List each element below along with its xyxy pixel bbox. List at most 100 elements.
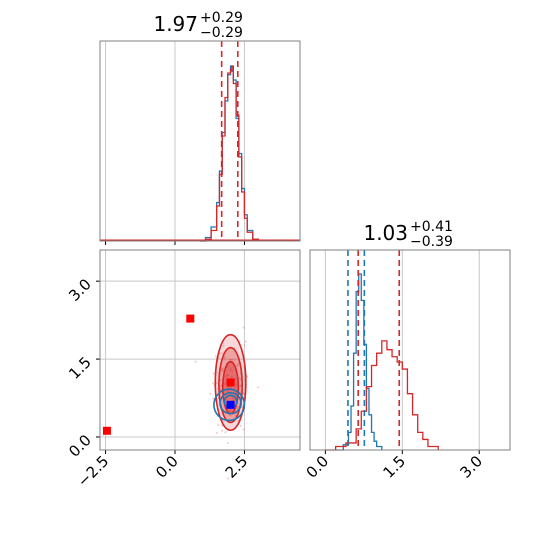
bl-sample-point — [226, 373, 229, 376]
bl-sample-point — [227, 375, 230, 378]
bl-sample-point — [234, 391, 237, 394]
bl-marker-3 — [226, 400, 235, 409]
br-title: 1.03 +0.41−0.39 — [363, 219, 452, 250]
bl-sample-point — [234, 387, 237, 390]
bl-sample-point — [234, 382, 237, 385]
bl-sample-point — [229, 367, 232, 370]
bl-sample-point — [230, 375, 233, 378]
bl-sample-point — [222, 344, 225, 347]
bl-sample-point — [226, 441, 229, 444]
bl-sample-point — [227, 477, 230, 480]
bl-sample-point — [216, 371, 219, 374]
br-xtick-label-0: 0.0 — [303, 452, 333, 482]
bl-sample-point — [229, 358, 232, 361]
bl-sample-point — [226, 365, 229, 368]
bl-sample-point — [236, 363, 239, 366]
bl-sample-point — [223, 383, 226, 386]
bl-marker-2 — [226, 378, 235, 387]
bl-sample-point — [246, 375, 249, 378]
br-hist-series-0 — [335, 273, 383, 451]
bl-sample-point — [221, 367, 224, 370]
bl-sample-point — [219, 379, 222, 382]
bl-sample-point — [236, 364, 239, 367]
bl-sample-point — [224, 431, 227, 434]
bl-marker-1 — [186, 314, 195, 323]
bl-sample-point — [229, 369, 232, 372]
bl-sample-point — [223, 357, 226, 360]
bl-sample-point — [229, 414, 232, 417]
bl-sample-point — [232, 399, 235, 402]
bl-sample-point — [237, 362, 240, 365]
bl-sample-point — [243, 344, 246, 347]
bl-sample-point — [242, 392, 245, 395]
bl-sample-point — [239, 424, 242, 427]
bl-sample-point — [229, 409, 232, 412]
bl-sample-point — [218, 352, 221, 355]
bl-sample-point — [234, 379, 237, 382]
bl-sample-point — [221, 429, 224, 432]
bl-blue-contour-1 — [219, 392, 242, 415]
bl-sample-point — [239, 378, 242, 381]
tl-hist-series-0 — [200, 65, 259, 242]
br-title-minus: −0.39 — [410, 234, 453, 250]
bl-sample-point — [239, 384, 242, 387]
tl-hist-series-1 — [200, 65, 259, 242]
bl-sample-point — [242, 326, 245, 329]
bl-sample-point — [220, 388, 223, 391]
bl-sample-point — [244, 340, 247, 343]
bl-sample-point — [226, 374, 229, 377]
bl-marker-0 — [102, 426, 111, 435]
bl-sample-point — [221, 352, 224, 355]
bl-sample-point — [228, 358, 231, 361]
bl-sample-point — [215, 381, 218, 384]
bl-sample-point — [194, 360, 197, 363]
bl-sample-point — [234, 384, 237, 387]
bl-sample-point — [233, 359, 236, 362]
tl-title: 1.97 +0.29−0.29 — [153, 10, 242, 41]
bl-panel-frame — [99, 249, 301, 451]
bl-sample-point — [242, 392, 245, 395]
bl-sample-point — [220, 367, 223, 370]
bl-sample-point — [231, 396, 234, 399]
br-title-plus: +0.41 — [410, 219, 453, 235]
bl-sample-point — [209, 392, 212, 395]
bl-sample-point — [217, 424, 220, 427]
bl-sample-point — [221, 369, 224, 372]
bl-xtick-label-2: 2.5 — [222, 452, 252, 482]
bl-xtick-label-1: 0.0 — [152, 452, 182, 482]
br-panel-frame — [309, 249, 511, 451]
tl-title-value: 1.97 — [153, 12, 198, 36]
br-xtick-label-1: 1.5 — [380, 452, 410, 482]
bl-sample-point — [222, 369, 225, 372]
bl-sample-point — [224, 375, 227, 378]
bl-sample-point — [234, 414, 237, 417]
br-xtick-label-2: 3.0 — [456, 452, 486, 482]
tl-panel-frame — [99, 40, 301, 242]
bl-sample-point — [212, 372, 215, 375]
bl-ytick-label-2: 3.0 — [65, 275, 95, 305]
bl-ytick-label-1: 1.5 — [65, 353, 95, 383]
bl-sample-point — [238, 377, 241, 380]
br-hist-series-1 — [325, 340, 439, 451]
bl-sample-point — [236, 405, 239, 408]
bl-sample-point — [227, 390, 230, 393]
tl-title-minus: −0.29 — [200, 25, 243, 41]
bl-sample-point — [228, 410, 231, 413]
bl-sample-point — [241, 406, 244, 409]
bl-sample-point — [212, 397, 215, 400]
tl-title-plus: +0.29 — [200, 10, 243, 26]
bl-sample-point — [220, 385, 223, 388]
bl-sample-point — [230, 375, 233, 378]
bl-sample-point — [231, 370, 234, 373]
bl-sample-point — [242, 428, 245, 431]
bl-sample-point — [224, 356, 227, 359]
bl-sample-point — [224, 382, 227, 385]
bl-sample-point — [215, 431, 218, 434]
bl-sample-point — [231, 358, 234, 361]
bl-ytick-label-0: 0.0 — [65, 431, 95, 461]
bl-blue-contour-0 — [213, 388, 246, 422]
br-title-value: 1.03 — [363, 221, 408, 245]
bl-sample-point — [211, 382, 214, 385]
bl-sample-point — [227, 386, 230, 389]
